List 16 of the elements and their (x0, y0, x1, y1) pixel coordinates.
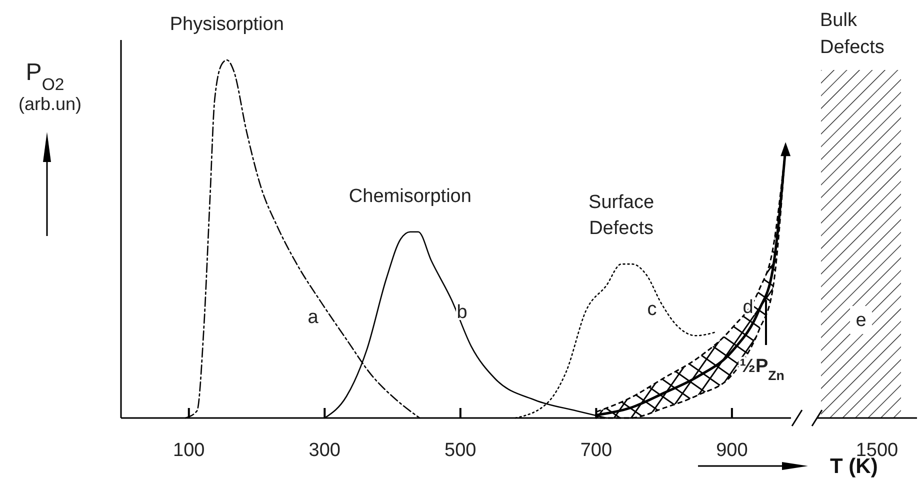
series-label: Surface Defects (588, 192, 654, 240)
x-tick-label: 900 (716, 440, 748, 461)
series-label: Physisorption (170, 14, 284, 35)
x-tick-label: 500 (444, 440, 476, 461)
series-label: Chemisorption (348, 186, 472, 207)
text: Bulk Defects (820, 10, 884, 58)
y-axis-title: P$_{O2}$ (arb.un) (18, 59, 82, 114)
annotation: c (647, 299, 657, 320)
text: e (856, 310, 866, 331)
annotation: ½P$_{Zn}$ (740, 356, 784, 382)
annotation: b (456, 302, 468, 323)
annotation: a (308, 307, 319, 328)
annotation: d (742, 297, 754, 318)
x-tick-label: 100 (173, 440, 205, 461)
x-tick-label: 700 (580, 440, 612, 461)
x-tick-label: 300 (308, 440, 340, 461)
